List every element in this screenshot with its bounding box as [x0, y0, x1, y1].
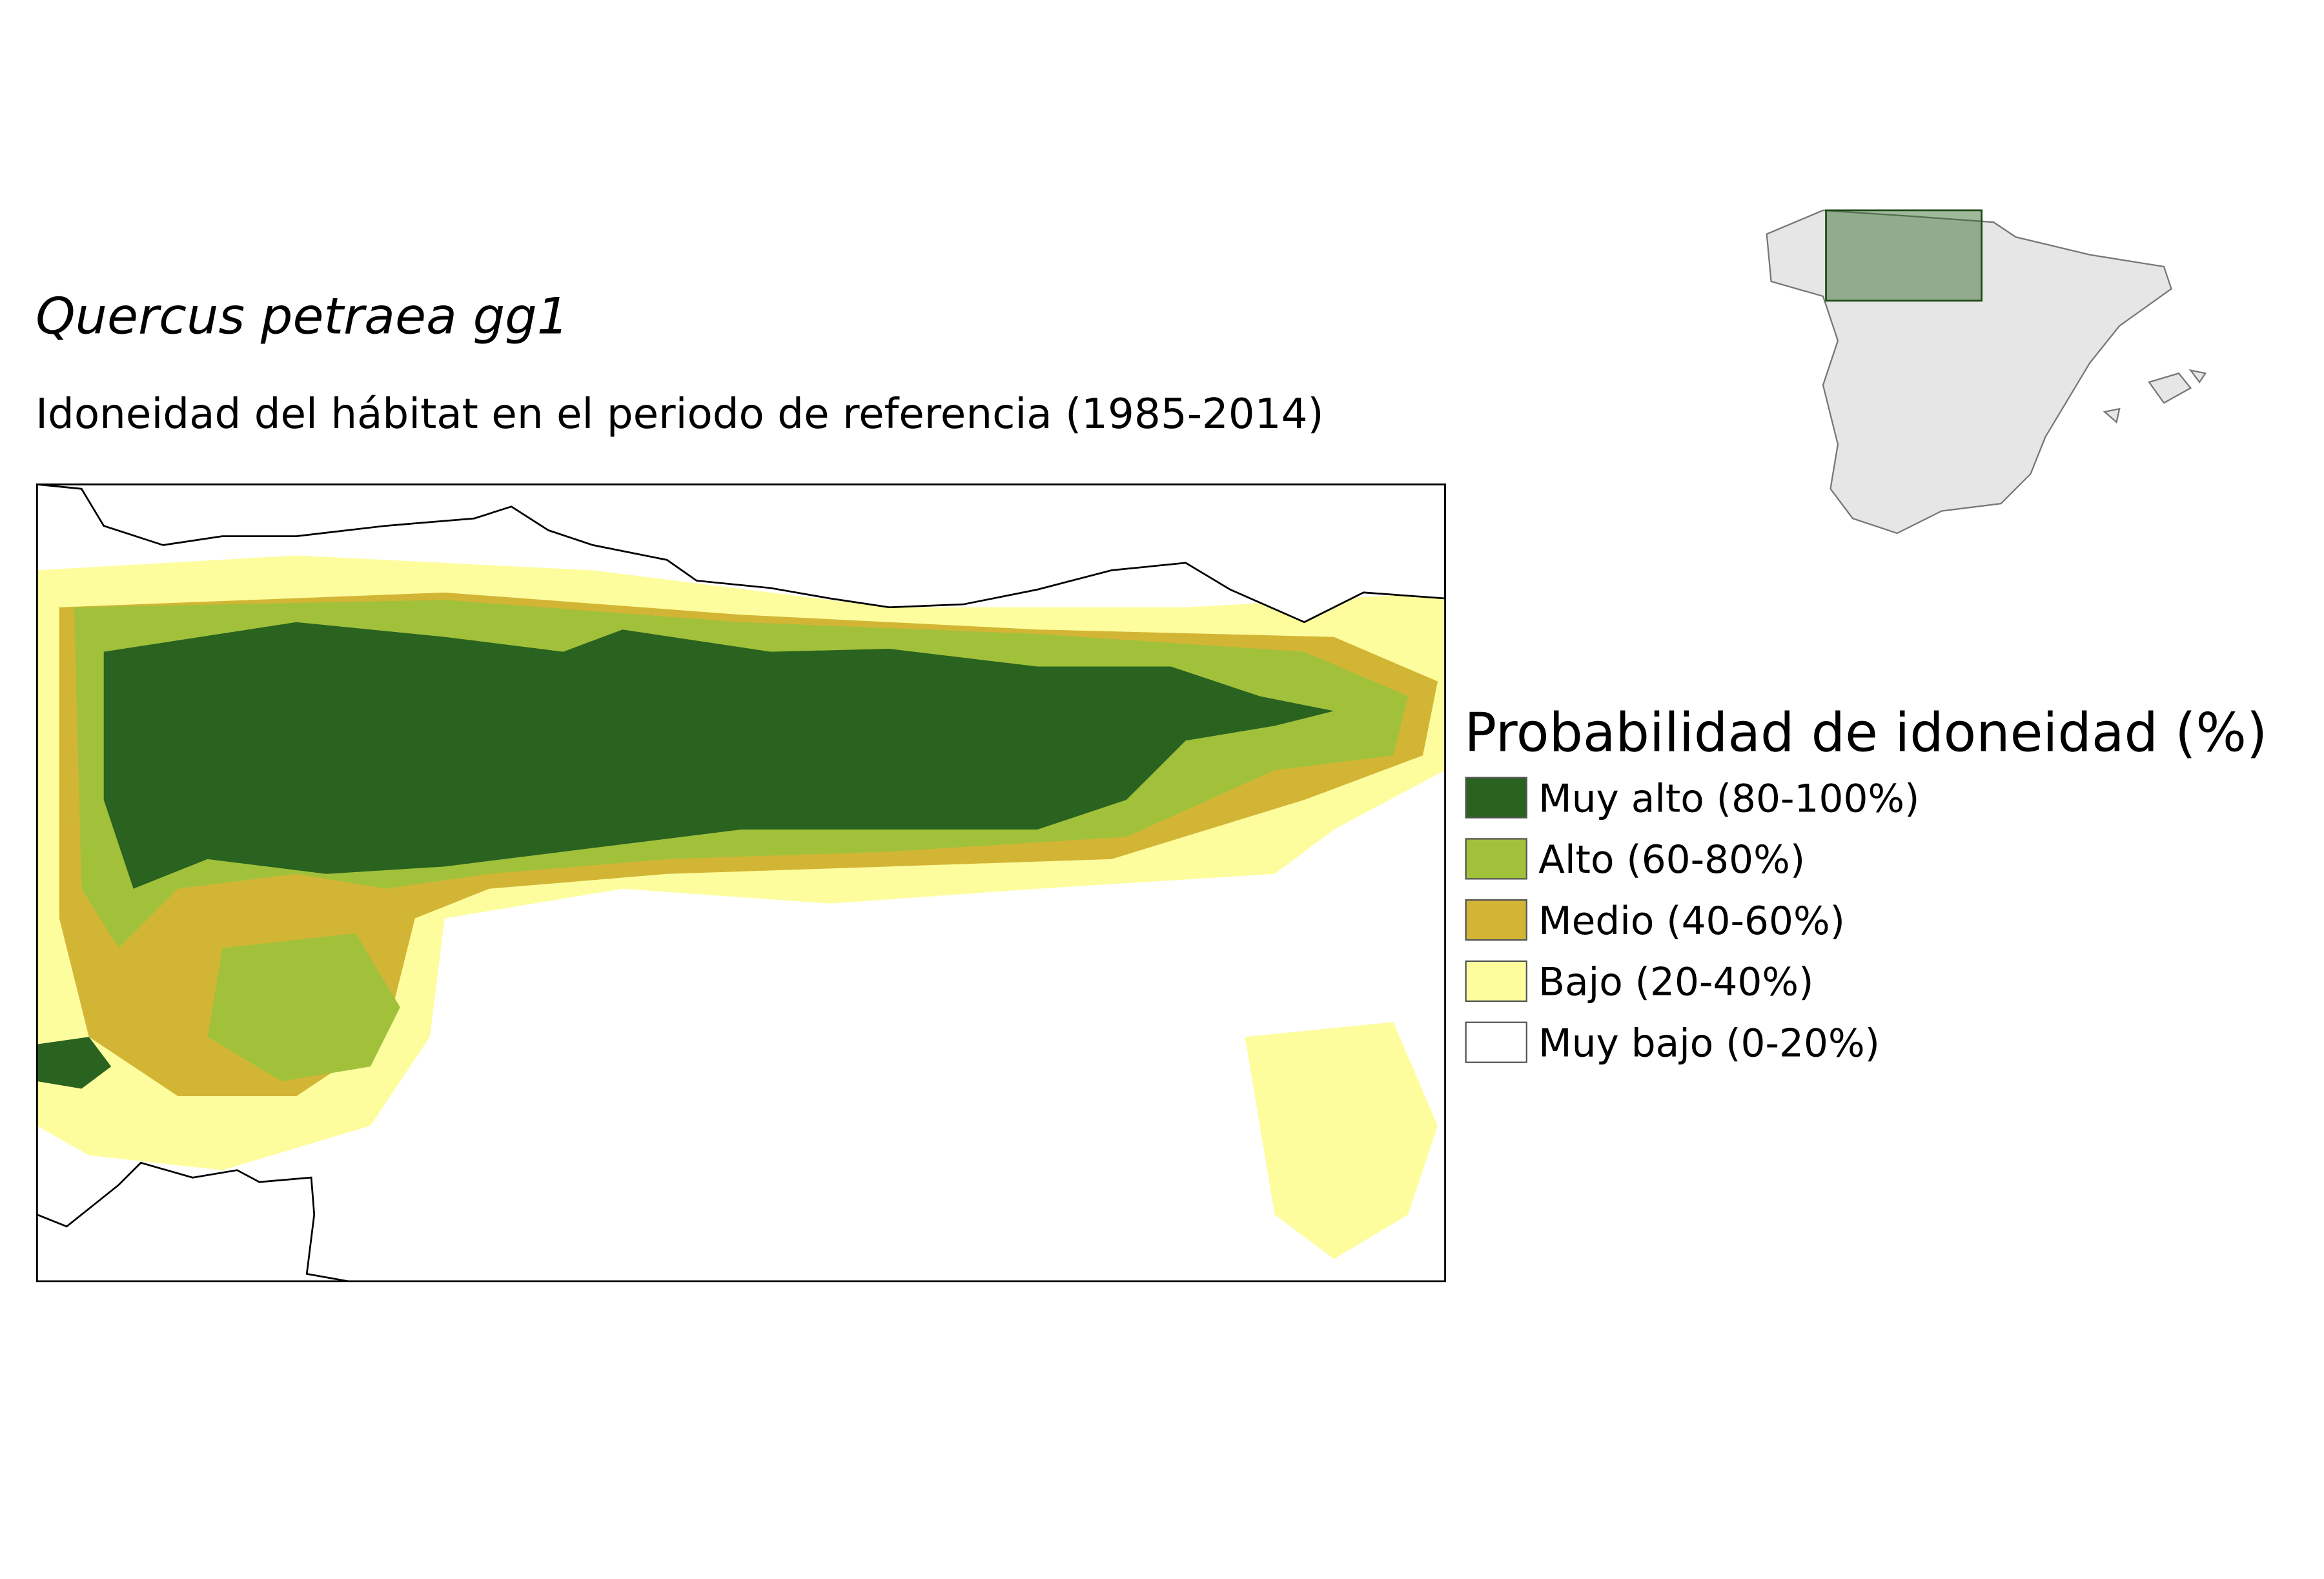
very-high-zone	[103, 622, 1334, 889]
map-frame	[36, 483, 1446, 1283]
legend-label: Muy alto (80-100%)	[1538, 777, 1919, 821]
low-zone-east	[1245, 1022, 1438, 1259]
legend-items: Muy alto (80-100%) Alto (60-80%) Medio (40…	[1465, 777, 1919, 1066]
main-map	[36, 483, 1446, 1283]
inset-map	[1766, 209, 2207, 535]
legend-swatch	[1465, 777, 1527, 819]
legend-label: Alto (60-80%)	[1538, 838, 1805, 882]
very-high-patch	[37, 1037, 112, 1089]
map-subtitle: Idoneidad del hábitat en el periodo de r…	[36, 390, 1323, 438]
legend-label: Muy bajo (0-20%)	[1538, 1021, 1880, 1066]
high-zone-south	[207, 933, 400, 1082]
legend-label: Medio (40-60%)	[1538, 899, 1845, 944]
legend-swatch	[1465, 838, 1527, 880]
legend-title: Probabilidad de idoneidad (%)	[1464, 702, 2267, 764]
legend-swatch	[1465, 1021, 1527, 1063]
legend-swatch	[1465, 960, 1527, 1003]
legend-swatch	[1465, 899, 1527, 941]
map-title: Quercus petraea gg1	[36, 287, 569, 345]
legend: Probabilidad de idoneidad (%) Muy alto (…	[1464, 702, 2267, 1066]
legend-label: Bajo (20-40%)	[1538, 961, 1813, 1005]
coastline	[37, 484, 1445, 624]
border	[37, 1161, 349, 1281]
